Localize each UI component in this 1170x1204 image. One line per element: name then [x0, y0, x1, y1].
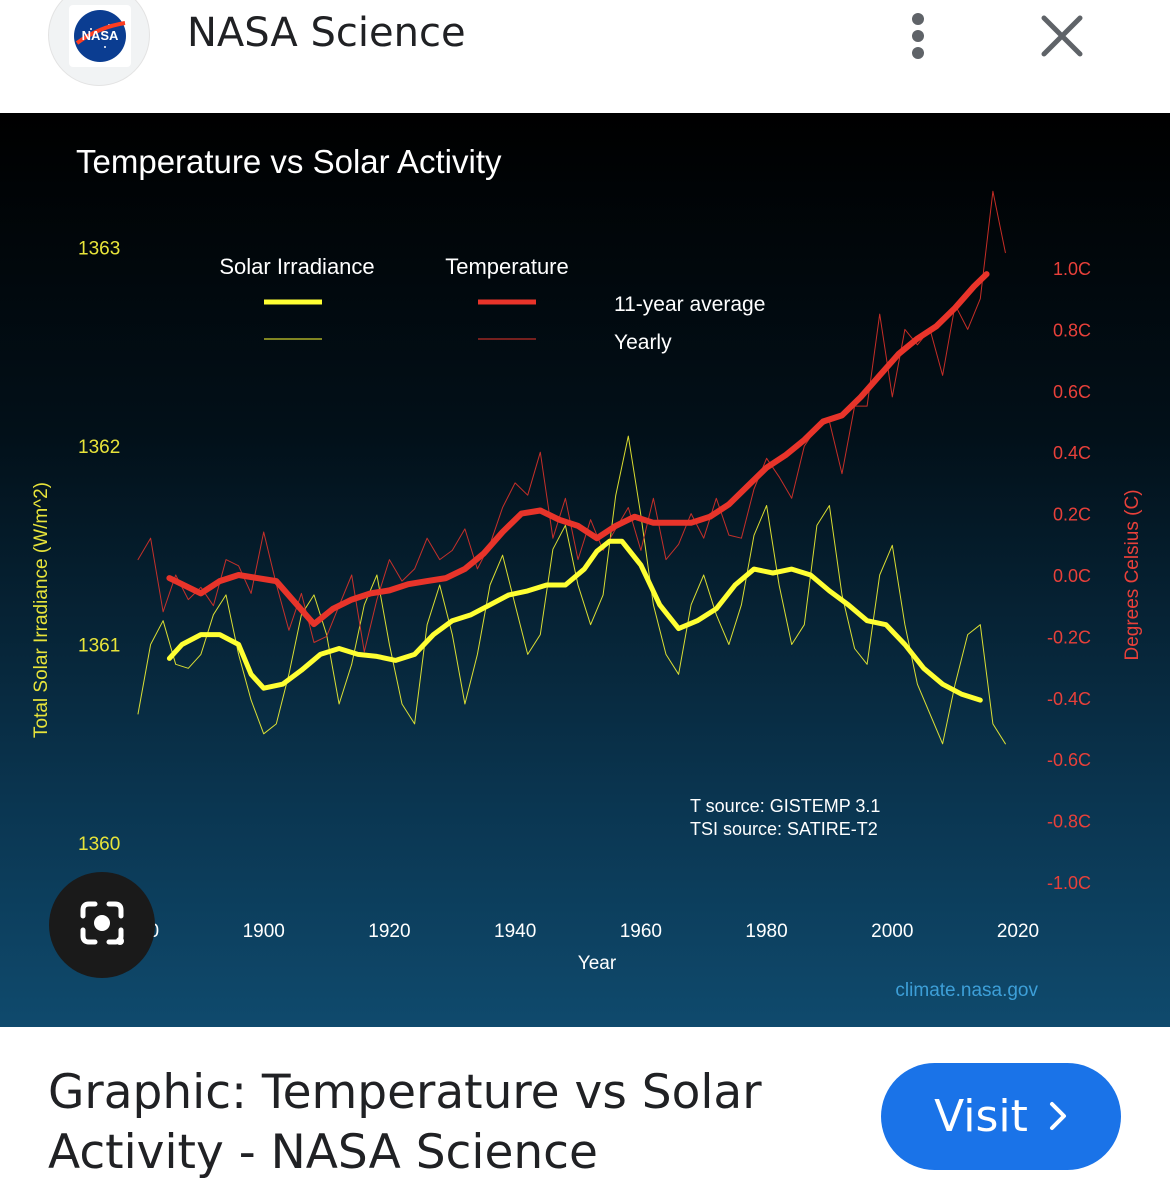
chart-image[interactable]: Temperature vs Solar Activity 1880190019…	[0, 113, 1170, 1027]
y-axis-right-label: Degrees Celsius (C)	[1122, 489, 1143, 660]
legend-solar-label: Solar Irradiance	[219, 254, 374, 279]
legend-temperature-label: Temperature	[445, 254, 569, 279]
y-right-tick-label: 0.2C	[1053, 505, 1091, 525]
y-left-tick-label: 1361	[78, 636, 120, 657]
nasa-logo: NASA	[69, 5, 131, 67]
x-tick-label: 1920	[368, 921, 410, 942]
y-right-tick-label: 0.0C	[1053, 566, 1091, 586]
source-annotation-tsi: TSI source: SATIRE-T2	[690, 819, 878, 839]
more-vert-icon	[912, 13, 924, 59]
y-right-tick-label: -0.4C	[1047, 689, 1091, 709]
y-right-tick-label: 0.8C	[1053, 320, 1091, 340]
series-line-solar-irradiance-yearly	[137, 435, 1006, 745]
chevron-right-icon	[1048, 1091, 1068, 1142]
close-icon	[1041, 15, 1083, 57]
series-line-temperature-11-year-average	[166, 271, 990, 628]
visit-button[interactable]: Visit	[881, 1063, 1121, 1170]
result-footer: Graphic: Temperature vs Solar Activity -…	[0, 1027, 1170, 1204]
site-name[interactable]: NASA Science	[187, 10, 466, 56]
x-axis-label: Year	[578, 953, 617, 974]
lens-search-button[interactable]	[49, 872, 155, 978]
y-left-tick-label: 1360	[78, 834, 120, 855]
x-tick-label: 2000	[871, 921, 913, 942]
credit-text: climate.nasa.gov	[895, 980, 1038, 1001]
y-right-tick-label: -0.8C	[1047, 812, 1091, 832]
visit-button-label: Visit	[934, 1091, 1028, 1142]
result-title[interactable]: Graphic: Temperature vs Solar Activity -…	[48, 1065, 762, 1180]
y-right-tick-label: 1.0C	[1053, 259, 1091, 279]
x-tick-label: 1940	[494, 921, 536, 942]
y-axis-left-label: Total Solar Irradiance (W/m^2)	[31, 482, 52, 738]
y-left-tick-label: 1362	[78, 437, 120, 458]
legend-average-label: 11-year average	[614, 293, 765, 316]
chart: Temperature vs Solar Activity 1880190019…	[31, 143, 1143, 1001]
nasa-logo-text: NASA	[82, 28, 119, 43]
y-right-tick-label: 0.6C	[1053, 382, 1091, 402]
y-right-tick-label: -0.6C	[1047, 750, 1091, 770]
y-right-tick-label: -1.0C	[1047, 873, 1091, 893]
lens-search-icon	[80, 901, 124, 945]
site-favicon[interactable]: NASA	[48, 0, 150, 86]
legend-yearly-label: Yearly	[614, 331, 672, 354]
x-tick-label: 1980	[745, 921, 787, 942]
ticks-layer: 1880190019201940196019802000202013601361…	[78, 239, 1091, 943]
x-tick-label: 1900	[243, 921, 285, 942]
header: NASA NASA Science	[0, 0, 1170, 113]
series-line-temperature-yearly	[137, 190, 1006, 653]
y-right-tick-label: -0.2C	[1047, 627, 1091, 647]
y-right-tick-label: 0.4C	[1053, 443, 1091, 463]
series-layer	[137, 190, 1006, 745]
close-button[interactable]	[1030, 6, 1094, 70]
x-tick-label: 1960	[620, 921, 662, 942]
series-line-solar-irradiance-11-year-average	[166, 538, 983, 703]
x-tick-label: 2020	[997, 921, 1039, 942]
source-annotation-temperature: T source: GISTEMP 3.1	[690, 796, 880, 816]
chart-title: Temperature vs Solar Activity	[76, 143, 502, 180]
more-options-button[interactable]	[893, 8, 943, 68]
y-left-tick-label: 1363	[78, 239, 120, 260]
